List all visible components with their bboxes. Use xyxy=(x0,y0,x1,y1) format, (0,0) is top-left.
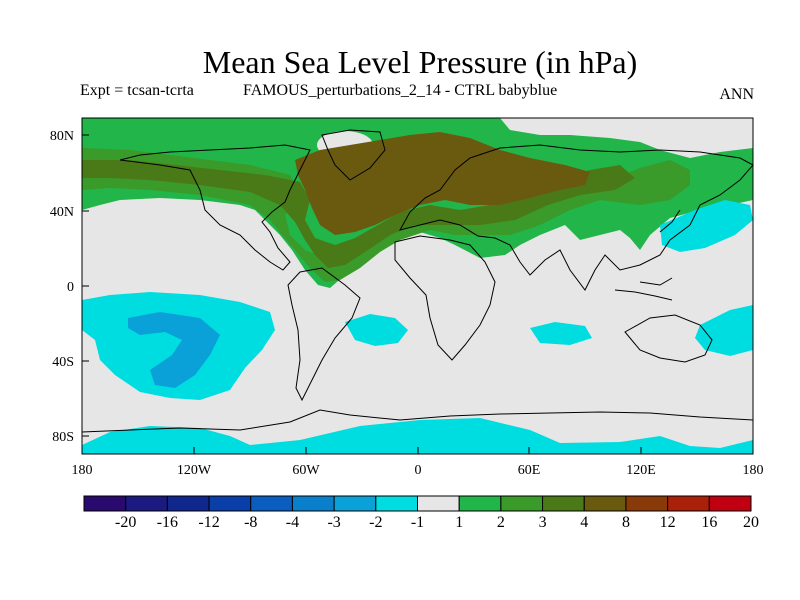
x-tick-label: 60W xyxy=(292,463,320,478)
colorbar-label: 20 xyxy=(743,514,759,531)
contour-positive-4 xyxy=(295,132,590,235)
coast-antarctica xyxy=(82,409,753,433)
x-tick-label: 120W xyxy=(177,463,212,478)
colorbar-swatch xyxy=(166,495,210,512)
colorbar xyxy=(83,495,752,512)
x-tick-label: 180 xyxy=(72,463,93,478)
colorbar-label: 2 xyxy=(497,514,505,531)
colorbar-label: 16 xyxy=(701,514,717,531)
contour-negative-indian xyxy=(530,322,592,345)
coast-south-america xyxy=(287,267,361,402)
contour-negative-north-pacific xyxy=(660,200,753,252)
x-tick-label: 60E xyxy=(518,463,541,478)
contour-negative-south-atlantic xyxy=(345,314,408,346)
colorbar-label: 3 xyxy=(539,514,547,531)
x-tick-label: 0 xyxy=(415,463,422,478)
contour-positive-3 xyxy=(82,160,635,268)
x-tick-label: 180 xyxy=(743,463,764,478)
colorbar-label: -1 xyxy=(411,514,424,531)
season-label: ANN xyxy=(719,86,754,103)
y-tick-label: 40S xyxy=(52,355,74,370)
colorbar-swatch xyxy=(458,495,502,512)
y-tick-label: 80N xyxy=(50,129,74,144)
coastlines xyxy=(82,129,753,433)
coast-africa xyxy=(394,235,496,361)
colorbar-swatch xyxy=(500,495,544,512)
colorbar-swatch xyxy=(291,495,335,512)
contour-negative-west-pacific xyxy=(695,305,753,356)
colorbar-swatch xyxy=(667,495,710,512)
colorbar-swatch xyxy=(708,495,752,512)
chart-title: Mean Sea Level Pressure (in hPa) xyxy=(202,44,638,80)
colorbar-swatch xyxy=(417,495,460,512)
colorbar-swatch xyxy=(625,495,669,512)
y-tick-label: 0 xyxy=(67,280,74,295)
colorbar-label: -8 xyxy=(244,514,257,531)
coast-greenland xyxy=(321,129,386,181)
axis-tick-marks xyxy=(81,134,754,454)
contour-negative-antarctic xyxy=(82,418,753,454)
colorbar-label: -16 xyxy=(157,514,178,531)
colorbar-swatch xyxy=(208,495,252,512)
contour-fields xyxy=(82,118,753,454)
colorbar-label: 12 xyxy=(660,514,676,531)
colorbar-swatch xyxy=(583,495,627,512)
coast-australia xyxy=(624,314,713,363)
colorbar-label: -4 xyxy=(286,514,299,531)
colorbar-label: -3 xyxy=(327,514,340,531)
comparison-label: FAMOUS_perturbations_2_14 - CTRL babyblu… xyxy=(243,82,558,99)
y-tick-label: 80S xyxy=(52,430,74,445)
colorbar-swatch xyxy=(83,495,127,512)
colorbar-label: -20 xyxy=(115,514,136,531)
colorbar-swatch xyxy=(250,495,293,512)
coast-north-america xyxy=(119,144,311,271)
colorbar-label: -12 xyxy=(198,514,219,531)
coast-japan xyxy=(659,209,681,233)
contour-neutral-arctic xyxy=(500,118,753,158)
colorbar-swatch xyxy=(333,495,377,512)
colorbar-label: 8 xyxy=(622,514,630,531)
colorbar-label: 4 xyxy=(580,514,588,531)
colorbar-swatch xyxy=(125,495,168,512)
colorbar-label: 1 xyxy=(455,514,463,531)
colorbar-label: -2 xyxy=(369,514,382,531)
experiment-label: Expt = tcsan-tcrta xyxy=(80,82,194,99)
x-tick-label: 120E xyxy=(626,463,656,478)
y-tick-label: 40N xyxy=(50,205,74,220)
colorbar-swatch xyxy=(375,495,418,512)
contour-negative-2-south-pacific xyxy=(128,312,220,388)
coast-eurasia xyxy=(399,144,753,291)
coast-indonesia xyxy=(614,277,673,301)
colorbar-swatch xyxy=(542,495,585,512)
